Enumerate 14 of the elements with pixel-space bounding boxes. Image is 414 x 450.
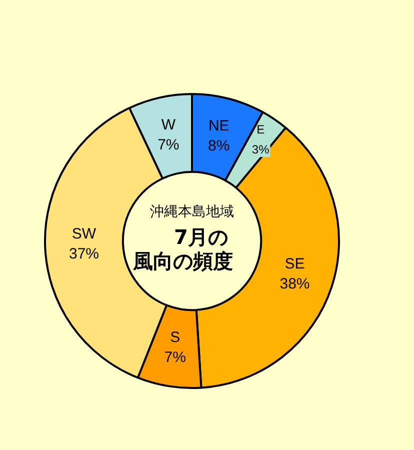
text: 7月の風向の頻度 [132, 225, 234, 273]
data-label: 38% [280, 276, 310, 293]
slice-label: SW [72, 226, 97, 243]
slice-label: NE [208, 117, 230, 134]
text: 沖縄本島地域 [149, 203, 235, 221]
data-label: 7% [158, 136, 180, 154]
slice-label: S [170, 328, 180, 346]
data-label: 37% [68, 246, 100, 263]
slice-label: W [161, 116, 176, 134]
data-label: 7% [164, 348, 186, 366]
slice-label: E [256, 122, 265, 136]
data-label: 3% [252, 142, 270, 156]
data-label: 8% [208, 137, 230, 154]
slice-label: SE [284, 256, 305, 273]
